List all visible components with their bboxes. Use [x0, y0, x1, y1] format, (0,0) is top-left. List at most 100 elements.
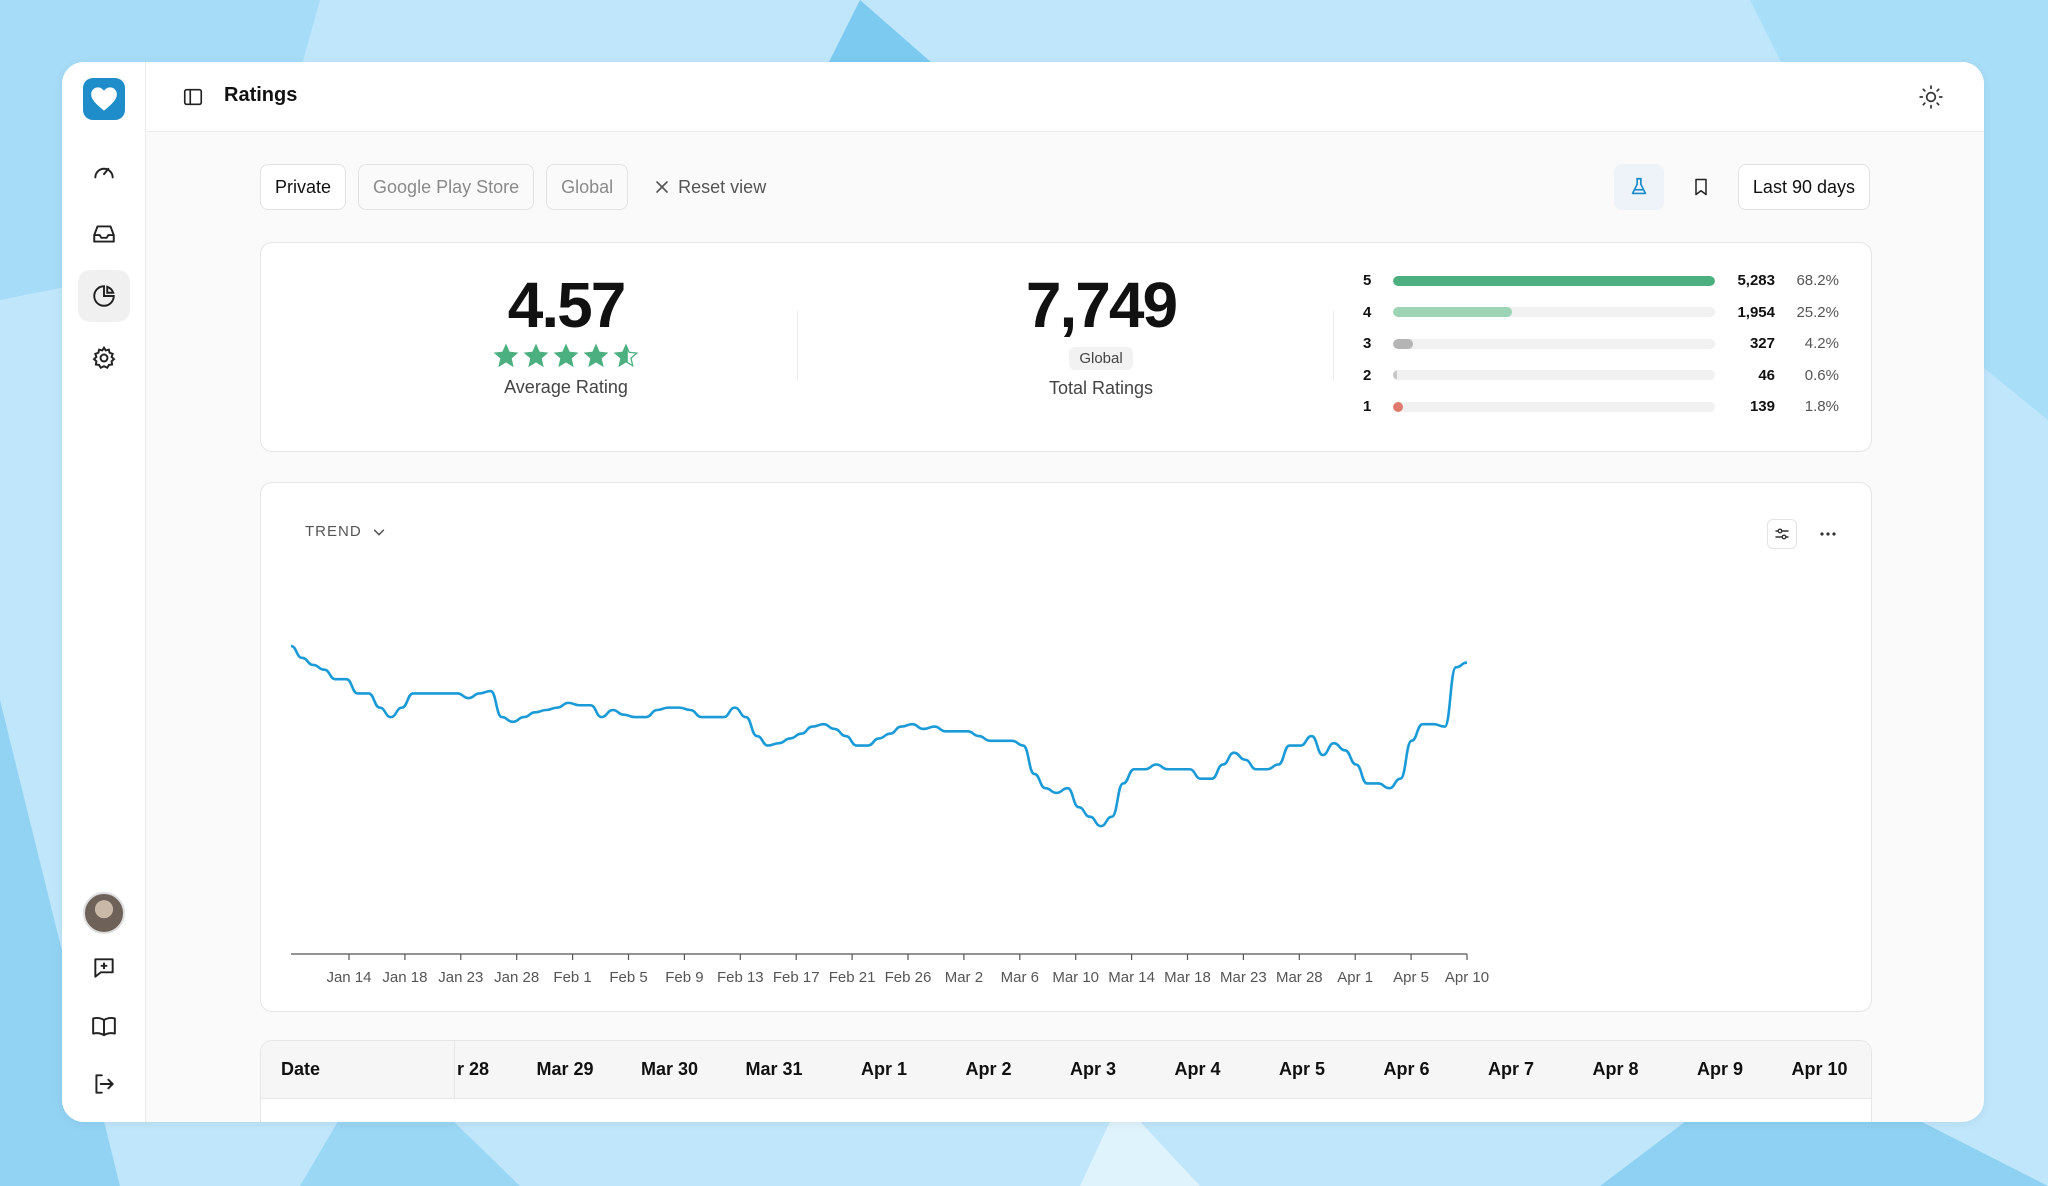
region-badge: Global — [1069, 347, 1133, 370]
logout-icon — [95, 1074, 114, 1094]
main-content: Private Google Play Store Global Reset v… — [62, 62, 1984, 1122]
more-options-button[interactable] — [1813, 519, 1843, 549]
star-icon — [613, 343, 639, 368]
distribution-bar — [1393, 275, 1715, 286]
rating-percent: 68.2% — [1796, 272, 1839, 290]
total-ratings-value: 7,749 — [1025, 269, 1178, 341]
rating-count: 327 — [1749, 335, 1775, 353]
ratings-summary-card: 4.57 Average Rating 7,749 Global Total R… — [260, 242, 1872, 452]
filter-chip-store[interactable]: Google Play Store — [358, 164, 535, 210]
bookmark-button[interactable] — [1676, 164, 1726, 210]
date-column-header: Date — [261, 1041, 455, 1098]
star-icon — [523, 343, 549, 368]
x-tick-label: Jan 14 — [326, 969, 371, 986]
bookmark-icon — [1695, 178, 1707, 196]
nav-feedback[interactable] — [78, 942, 130, 994]
rating-distribution: 5 5,283 68.2% 4 1,954 25.2% 3 327 4.2% 2 46 0.6% 1 13… — [1363, 265, 1843, 423]
average-rating-stat: 4.57 Average Rating — [391, 273, 741, 398]
distribution-row: 4 1,954 25.2% — [1363, 297, 1843, 329]
x-tick-label: Mar 10 — [1052, 969, 1099, 986]
star-level: 1 — [1363, 398, 1372, 416]
distribution-row: 1 139 1.8% — [1363, 391, 1843, 423]
star-level: 4 — [1363, 303, 1372, 321]
x-tick-label: Feb 13 — [717, 969, 764, 986]
nav-inbox[interactable] — [78, 208, 130, 260]
x-tick-label: Apr 1 — [1337, 969, 1373, 986]
date-column: Apr 1 — [860, 1059, 907, 1079]
rating-count: 1,954 — [1737, 303, 1775, 321]
message-plus-icon — [94, 958, 114, 978]
star-level: 5 — [1363, 272, 1372, 290]
star-level: 3 — [1363, 335, 1372, 353]
distribution-bar — [1393, 338, 1715, 349]
distribution-bar — [1393, 370, 1715, 381]
flask-icon — [1631, 177, 1647, 195]
date-column: Mar 29 — [536, 1059, 594, 1079]
chevron-down-icon — [373, 528, 384, 536]
page-title: Ratings — [224, 84, 298, 106]
filter-bar: Private Google Play Store Global Reset v… — [260, 164, 780, 210]
date-column: Apr 9 — [1696, 1059, 1743, 1079]
sidebar-toggle-icon[interactable] — [182, 86, 204, 113]
nav-dashboard[interactable] — [78, 146, 130, 198]
date-column: Apr 5 — [1278, 1059, 1325, 1079]
book-icon — [92, 1016, 116, 1037]
x-tick-label: Mar 2 — [945, 969, 983, 986]
date-column: Mar 31 — [745, 1059, 803, 1079]
rating-percent: 25.2% — [1796, 303, 1839, 321]
x-tick-label: Mar 28 — [1276, 969, 1323, 986]
divider — [1333, 311, 1334, 381]
average-rating-value: 4.57 — [507, 269, 627, 341]
trend-tools — [1767, 519, 1843, 549]
trend-selector[interactable]: TREND — [305, 523, 386, 540]
trend-title: TREND — [305, 523, 362, 540]
sun-icon[interactable] — [1918, 84, 1944, 115]
x-tick-label: Apr 10 — [1445, 969, 1489, 986]
x-tick-label: Mar 18 — [1164, 969, 1211, 986]
nav-logout[interactable] — [78, 1058, 130, 1110]
date-column: Apr 6 — [1383, 1059, 1430, 1079]
distribution-row: 5 5,283 68.2% — [1363, 265, 1843, 297]
trend-card: TREND Jan 14 Jan 18 Jan 23 Jan 28 Feb 1 Feb 5… — [260, 482, 1872, 1012]
distribution-bar-fill — [1393, 275, 1715, 286]
filter-chip-private[interactable]: Private — [260, 164, 347, 210]
date-columns: r 28 Mar 29 Mar 30 Mar 31 Apr 1 Apr 2 Apr 3 Apr… — [455, 1041, 1871, 1098]
reset-view-label: Reset view — [678, 176, 767, 197]
distribution-bar-fill — [1393, 370, 1397, 381]
rating-percent: 4.2% — [1804, 335, 1839, 353]
chart-settings-button[interactable] — [1767, 519, 1797, 549]
distribution-bar-fill — [1393, 338, 1413, 349]
date-column: Apr 7 — [1487, 1059, 1534, 1079]
star-icon — [553, 343, 579, 368]
reset-view-button[interactable]: Reset view — [640, 164, 780, 210]
top-bar: Ratings — [146, 62, 1984, 132]
average-rating-label: Average Rating — [504, 377, 628, 397]
date-range-select[interactable]: Last 90 days — [1737, 164, 1870, 210]
close-icon — [656, 181, 668, 193]
daily-table: Date r 28 Mar 29 Mar 30 Mar 31 Apr 1 Apr 2 Apr… — [260, 1040, 1872, 1122]
rating-stars — [391, 343, 741, 369]
more-horizontal-icon — [1820, 532, 1836, 536]
rating-percent: 0.6% — [1804, 366, 1839, 384]
x-tick-label: Feb 17 — [773, 969, 820, 986]
date-column: Apr 10 — [1791, 1059, 1848, 1079]
x-tick-label: Jan 28 — [494, 969, 539, 986]
gear-icon — [92, 345, 116, 370]
user-avatar[interactable] — [83, 892, 125, 934]
experiment-button[interactable] — [1613, 164, 1664, 210]
x-tick-label: Feb 1 — [553, 969, 591, 986]
nav-ratings[interactable] — [78, 270, 130, 322]
x-tick-label: Feb 9 — [665, 969, 703, 986]
date-column: Apr 8 — [1592, 1059, 1639, 1079]
filter-chip-region[interactable]: Global — [546, 164, 629, 210]
x-tick-label: Feb 26 — [885, 969, 932, 986]
distribution-row: 3 327 4.2% — [1363, 328, 1843, 360]
x-tick-label: Mar 14 — [1108, 969, 1155, 986]
x-tick-label: Apr 5 — [1393, 969, 1429, 986]
x-tick-label: Feb 21 — [829, 969, 876, 986]
heart-icon — [91, 87, 117, 111]
nav-docs[interactable] — [78, 1000, 130, 1052]
nav-settings[interactable] — [78, 332, 130, 384]
app-logo[interactable] — [83, 78, 125, 120]
rating-percent: 1.8% — [1804, 398, 1839, 416]
